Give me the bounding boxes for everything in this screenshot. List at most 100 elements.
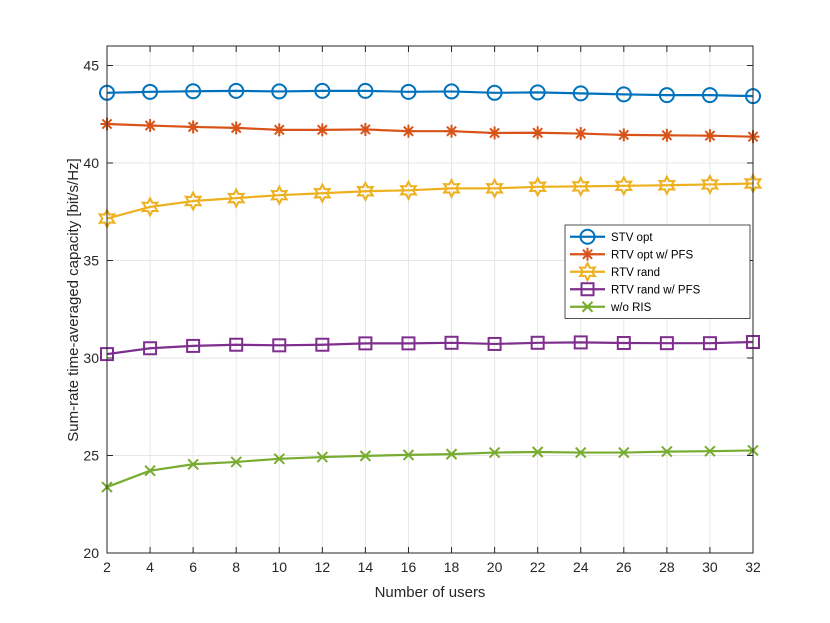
marker-square (573, 335, 588, 350)
marker-hexagram (485, 177, 504, 200)
series-4 (101, 444, 759, 493)
series-1 (100, 117, 760, 144)
marker-circle (529, 84, 546, 101)
marker-asterisk (358, 122, 372, 136)
marker-circle (314, 82, 331, 99)
marker-circle (271, 83, 288, 100)
marker-circle (443, 83, 460, 100)
marker-square (229, 337, 244, 352)
marker-x-stroke (402, 449, 415, 461)
marker-x-stroke (230, 456, 242, 468)
plot-frame (106, 45, 754, 554)
y-tick-label: 45 (83, 58, 99, 74)
marker-asterisk-stroke (582, 248, 593, 260)
marker-x-stroke (359, 450, 372, 462)
y-tick-label: 30 (83, 350, 99, 366)
marker-x-stroke (618, 446, 630, 459)
marker-asterisk (401, 124, 415, 138)
marker-square (186, 338, 201, 353)
marker-asterisk-stroke (575, 128, 587, 139)
marker-x (618, 446, 630, 459)
marker-square (315, 337, 330, 352)
series-2 (97, 172, 763, 230)
legend-label: STV opt (611, 232, 653, 244)
marker-square (358, 336, 373, 351)
marker-x-stroke (316, 451, 329, 463)
marker-asterisk-stroke (317, 124, 328, 136)
marker-hexagram (270, 184, 289, 206)
marker-asterisk (488, 126, 502, 140)
marker-circle (400, 83, 417, 100)
marker-asterisk (703, 129, 717, 143)
marker-circle (658, 87, 675, 104)
x-tick-label: 8 (232, 559, 240, 575)
marker-hexagram (183, 190, 203, 212)
marker-hexagram (571, 175, 590, 198)
marker-asterisk-stroke (360, 124, 371, 135)
x-tick-label: 14 (358, 559, 374, 575)
marker-x (488, 446, 501, 459)
marker-asterisk (229, 121, 243, 135)
marker-x (581, 301, 594, 313)
marker-x-stroke (661, 445, 673, 458)
marker-x-stroke (531, 446, 544, 458)
marker-x (445, 448, 458, 460)
marker-asterisk (660, 128, 674, 142)
x-tick-label: 16 (401, 559, 417, 575)
legend-label: w/o RIS (610, 302, 652, 314)
legend: STV opt RTV opt w/ PFS RTV rand RTV rand w/… (564, 224, 751, 319)
marker-hexagram (313, 182, 332, 204)
marker-circle (615, 86, 632, 103)
series-line (106, 89, 754, 98)
marker-square (702, 336, 717, 351)
marker-square (444, 335, 459, 350)
marker-x (531, 446, 544, 458)
marker-x (230, 456, 242, 468)
x-tick-label: 26 (616, 559, 632, 575)
marker-circle (357, 82, 374, 99)
y-axis-label: Sum-rate time-averaged capacity [bit/s/H… (65, 158, 82, 441)
marker-asterisk (272, 123, 286, 137)
marker-x (273, 453, 285, 465)
marker-asterisk-stroke (273, 124, 285, 136)
marker-x-stroke (273, 453, 285, 465)
marker-asterisk (186, 120, 200, 134)
x-tick-label: 28 (659, 559, 675, 575)
series-0 (99, 82, 761, 105)
marker-circle (572, 85, 589, 102)
marker-asterisk-stroke (187, 121, 199, 133)
x-tick-label: 24 (573, 559, 589, 575)
marker-asterisk-stroke (446, 125, 457, 137)
marker-square (530, 335, 545, 350)
x-tick-label: 20 (487, 559, 503, 575)
y-tick-label: 40 (83, 155, 99, 171)
marker-circle (142, 83, 159, 100)
marker-x (661, 445, 673, 458)
x-tick-label: 22 (530, 559, 546, 575)
marker-asterisk (531, 126, 545, 140)
marker-hexagram (700, 173, 720, 196)
marker-asterisk (581, 247, 594, 261)
series-3 (100, 335, 760, 362)
legend-entry: RTV rand (570, 261, 660, 283)
marker-x-stroke (187, 458, 199, 470)
marker-square (659, 336, 674, 351)
marker-hexagram (578, 261, 597, 283)
marker-hexagram (226, 187, 246, 209)
marker-asterisk-stroke (618, 129, 630, 141)
x-tick-label: 18 (444, 559, 460, 575)
marker-asterisk-stroke (704, 130, 716, 142)
legend-label: RTV rand (611, 267, 660, 279)
series-line (106, 449, 754, 489)
series-line (106, 340, 754, 356)
marker-asterisk-stroke (144, 120, 156, 131)
x-tick-label: 30 (702, 559, 718, 575)
marker-x-stroke (445, 448, 458, 460)
legend-label: RTV opt w/ PFS (611, 249, 694, 261)
marker-x (187, 458, 199, 470)
marker-x (359, 450, 372, 462)
legend-label: RTV rand w/ PFS (611, 284, 701, 296)
marker-asterisk-stroke (230, 122, 242, 134)
marker-hexagram (399, 179, 418, 202)
